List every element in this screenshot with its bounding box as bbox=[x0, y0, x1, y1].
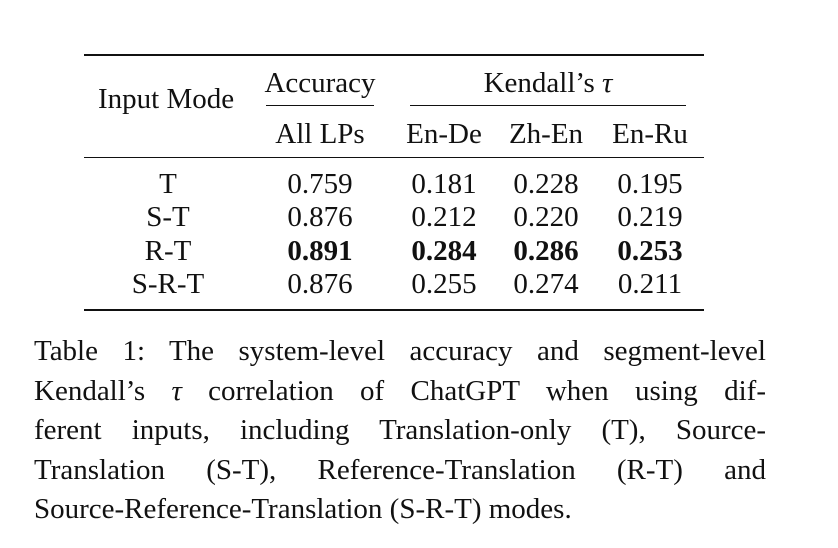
kendall-cmidrule bbox=[410, 105, 686, 106]
table-caption: Table 1: The system-level accuracy and s… bbox=[34, 332, 766, 530]
header-kendall-tau: Kendall’s τ bbox=[483, 67, 613, 99]
table-header-rule bbox=[84, 157, 704, 158]
caption-line: Kendall’s τ correlation of ChatGPT when … bbox=[34, 374, 766, 407]
row-en-de: 0.212 bbox=[411, 201, 477, 233]
tau-symbol: τ bbox=[602, 67, 613, 99]
header-en-ru: En-Ru bbox=[612, 118, 688, 150]
row-accuracy-best: 0.891 bbox=[287, 235, 353, 267]
header-all-lps: All LPs bbox=[275, 118, 365, 150]
row-mode: S-T bbox=[146, 201, 190, 233]
row-en-ru: 0.195 bbox=[617, 168, 683, 200]
row-en-ru-best: 0.253 bbox=[617, 235, 683, 267]
caption-line: Table 1: The system-level accuracy and s… bbox=[34, 335, 766, 367]
row-en-de: 0.255 bbox=[411, 268, 477, 300]
row-zh-en: 0.274 bbox=[513, 268, 579, 300]
row-accuracy: 0.759 bbox=[287, 168, 353, 200]
tau-symbol: τ bbox=[171, 374, 182, 407]
row-zh-en: 0.220 bbox=[513, 201, 579, 233]
accuracy-cmidrule bbox=[266, 105, 374, 106]
row-mode: S-R-T bbox=[131, 268, 205, 300]
row-en-ru: 0.219 bbox=[617, 201, 683, 233]
table-bottom-rule bbox=[84, 309, 704, 311]
row-zh-en-best: 0.286 bbox=[513, 235, 579, 267]
row-zh-en: 0.228 bbox=[513, 168, 579, 200]
header-en-de: En-De bbox=[406, 118, 482, 150]
row-en-ru: 0.211 bbox=[617, 268, 683, 300]
row-accuracy: 0.876 bbox=[287, 268, 353, 300]
row-accuracy: 0.876 bbox=[287, 201, 353, 233]
row-en-de: 0.181 bbox=[411, 168, 477, 200]
caption-line: Source-Reference-Translation (S-R-T) mod… bbox=[34, 493, 572, 525]
header-input-mode: Input Mode bbox=[98, 83, 235, 115]
caption-line: ferent inputs, including Translation-onl… bbox=[34, 414, 766, 446]
row-mode: R-T bbox=[144, 235, 192, 267]
header-zh-en: Zh-En bbox=[508, 118, 584, 150]
header-accuracy: Accuracy bbox=[264, 67, 376, 99]
table-top-rule bbox=[84, 54, 704, 56]
row-mode: T bbox=[159, 168, 177, 200]
row-en-de-best: 0.284 bbox=[411, 235, 477, 267]
caption-line: Translation (S-T), Reference-Translation… bbox=[34, 453, 766, 486]
